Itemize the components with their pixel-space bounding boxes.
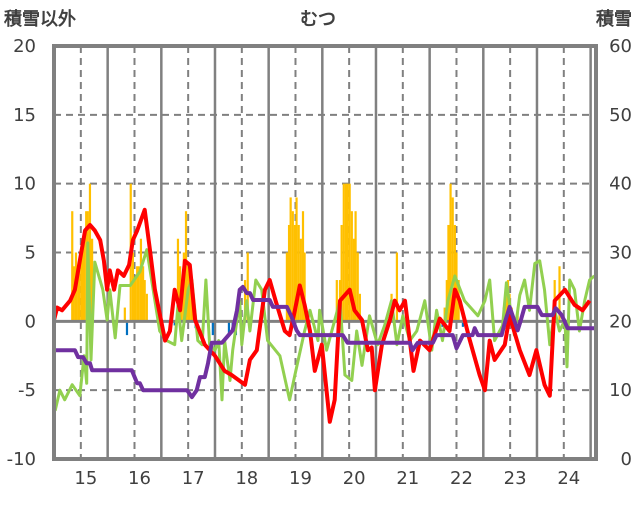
yellow-bar	[342, 183, 345, 322]
yellow-bar	[289, 197, 292, 322]
x-tick-label: 17	[182, 468, 205, 489]
y-left-tick-label: 0	[25, 311, 36, 332]
y-left-tick-label: -10	[7, 449, 36, 470]
yellow-bar	[301, 211, 305, 322]
yellow-bar	[139, 238, 143, 322]
y-left-tick-label: -5	[18, 380, 36, 401]
yellow-bar	[340, 224, 343, 322]
yellow-bar	[350, 211, 353, 322]
x-tick-label: 22	[450, 468, 473, 489]
blue-bar	[227, 321, 231, 336]
yellow-bar	[143, 280, 146, 322]
yellow-bar	[287, 224, 291, 322]
yellow-bar	[243, 280, 247, 322]
yellow-bar	[188, 280, 191, 322]
yellow-bar	[455, 252, 458, 322]
yellow-bar	[453, 224, 456, 322]
yellow-bar	[352, 238, 356, 322]
y-right-tick-label: 60	[609, 36, 632, 57]
yellow-bar	[123, 307, 126, 322]
yellow-bar	[176, 238, 180, 322]
x-tick-label: 19	[289, 468, 312, 489]
y-right-tick-label: 0	[621, 449, 632, 470]
x-tick-label: 21	[396, 468, 419, 489]
grid	[54, 46, 596, 459]
yellow-bar	[91, 238, 94, 322]
chart-title: むつ	[300, 9, 336, 30]
yellow-bar	[293, 224, 297, 322]
blue-bar	[461, 321, 465, 327]
x-tick-label: 15	[74, 468, 97, 489]
x-tick-label: 20	[343, 468, 366, 489]
yellow-bar	[297, 224, 300, 322]
yellow-bar	[131, 252, 134, 322]
yellow-bar	[145, 293, 148, 322]
yellow-bar	[451, 197, 454, 322]
yellow-bar	[335, 280, 338, 322]
x-tick-label: 16	[128, 468, 151, 489]
yellow-bar	[299, 238, 302, 322]
series-lines	[52, 207, 596, 424]
yellow-bar	[291, 211, 294, 322]
yellow-bar	[133, 280, 137, 322]
yellow-bar	[346, 183, 349, 322]
y-left-tick-label: 15	[13, 105, 36, 126]
blue-bar	[173, 321, 176, 326]
y-left-tick-label: 10	[13, 174, 36, 195]
yellow-bar	[77, 266, 80, 322]
yellow-bar	[358, 293, 361, 322]
yellow-bar	[354, 211, 357, 322]
red-series-line	[52, 207, 592, 424]
y-right-tick-label: 30	[609, 243, 632, 264]
x-tick-label: 18	[235, 468, 258, 489]
yellow-bar	[395, 252, 399, 322]
yellow-bar	[246, 252, 249, 322]
yellow-bar	[71, 211, 74, 322]
y-left-tick-label: 20	[13, 36, 36, 57]
yellow-bar	[504, 293, 507, 322]
yellow-bar	[295, 197, 298, 322]
yellow-bar	[449, 183, 452, 322]
yellow-bar	[356, 252, 359, 322]
yellow-bar	[88, 183, 92, 322]
yellow-bar	[303, 252, 306, 322]
y-right-tick-label: 10	[609, 380, 632, 401]
plot-frame	[52, 44, 598, 461]
x-tick-label: 24	[557, 468, 580, 489]
blue-bar	[125, 321, 129, 336]
purple-series-line	[54, 284, 596, 400]
yellow-bar	[136, 266, 139, 322]
y-right-tick-label: 20	[609, 311, 632, 332]
y-right-axis-title: 積雪	[595, 8, 632, 30]
green-series-line	[53, 241, 596, 412]
yellow-bar	[78, 266, 81, 322]
y-right-tick-label: 50	[609, 105, 632, 126]
y-right-tick-label: 40	[609, 174, 632, 195]
y-left-tick-label: 5	[25, 243, 36, 264]
yellow-bar	[285, 252, 288, 322]
yellow-bar	[344, 183, 348, 322]
yellow-bar	[82, 238, 86, 322]
x-tick-label: 23	[504, 468, 527, 489]
tick-labels: 15 16 17 18 19 20 21 22 23 2420151050-5-106050403…	[7, 36, 632, 489]
y-left-axis-title: 積雪以外	[3, 8, 76, 30]
yellow-bar	[141, 266, 145, 322]
yellow-bar	[447, 224, 450, 322]
yellow-bar	[348, 183, 351, 322]
blue-bar	[211, 321, 214, 336]
yellow-bar	[137, 266, 140, 322]
yellow-bar	[80, 252, 84, 322]
